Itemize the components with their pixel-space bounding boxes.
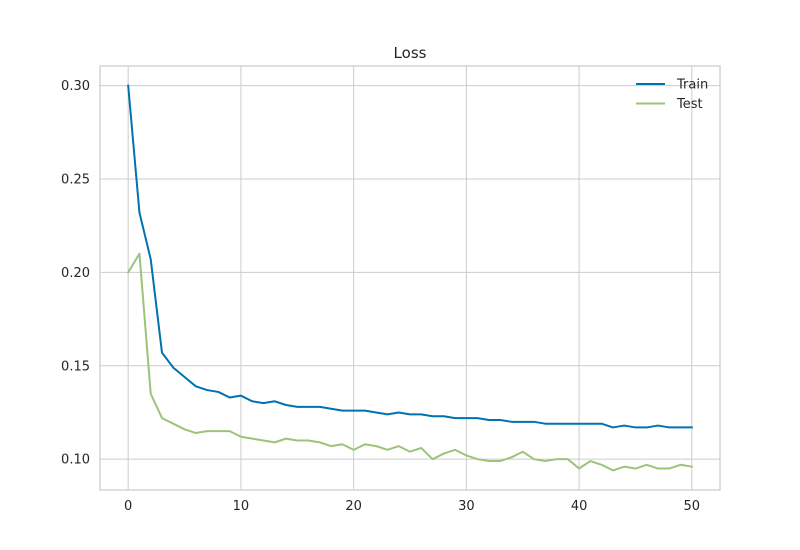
x-tick-label: 10: [233, 499, 250, 514]
y-tick-label: 0.10: [61, 453, 90, 468]
series-lines: [126, 84, 693, 472]
y-tick-label: 0.30: [61, 79, 90, 94]
x-tick-label: 30: [458, 499, 475, 514]
y-tick-label: 0.15: [61, 359, 90, 374]
x-tick-label: 50: [684, 499, 701, 514]
series-line-train: [127, 84, 693, 429]
y-tick-label: 0.20: [61, 266, 90, 281]
legend-label-train: Train: [676, 78, 708, 93]
x-tick-label: 40: [571, 499, 588, 514]
x-tick-label: 20: [345, 499, 362, 514]
x-tick-label: 0: [124, 499, 132, 514]
axes-frame: [99, 65, 721, 491]
tick-labels: 0 10 20 30 40 50 0.10 0.15 0.20 0.25 0.30: [61, 79, 700, 514]
series-line-test: [126, 252, 693, 472]
legend: Train Test: [636, 78, 708, 112]
chart-title: Loss: [394, 44, 427, 62]
y-tick-label: 0.25: [61, 173, 90, 188]
legend-label-test: Test: [676, 97, 703, 112]
grid-lines: [100, 66, 720, 490]
